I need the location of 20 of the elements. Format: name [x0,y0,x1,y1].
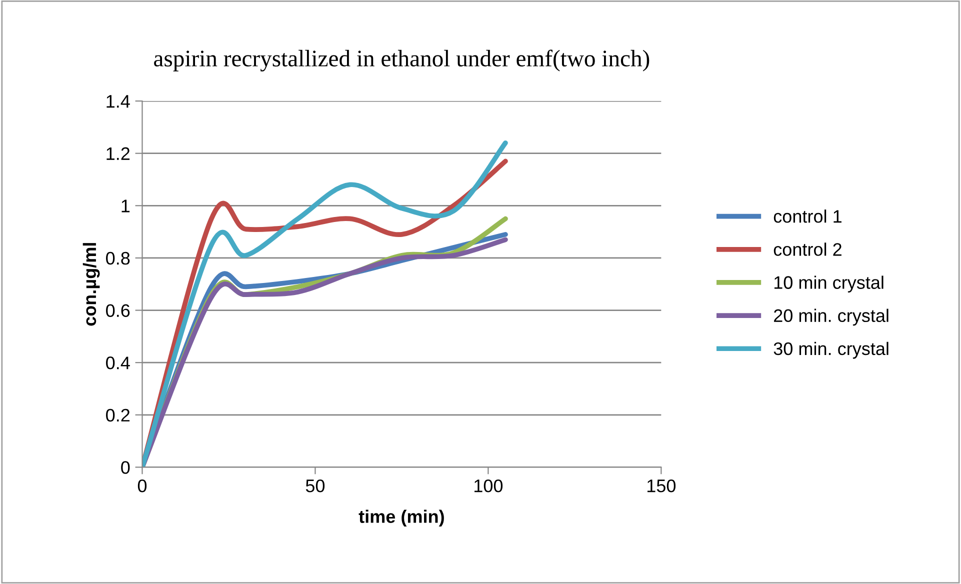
y-tick-label: 0.2 [106,408,130,422]
legend-label: 20 min. crystal [774,308,888,326]
x-tick-label: 50 [306,479,325,492]
y-tick-label: 1 [122,200,130,212]
y-tick-label: 0.6 [106,304,130,317]
x-axis-title: time (min) [358,510,444,527]
y-tick-label: 0.8 [106,252,130,265]
x-tick-label: 100 [474,479,503,492]
y-tick-label: 0 [121,461,130,474]
legend-label: control 1 [774,210,842,223]
legend-label: 10 min crystal [774,276,884,293]
x-tick-label: 150 [647,479,676,492]
y-tick-label: 1.2 [106,147,130,160]
legend-label: 30 min. crystal [774,342,888,359]
y-axis-title: con.µg/ml [82,243,100,326]
y-tick-label: 1.4 [106,95,130,108]
x-tick-label: 0 [138,479,147,492]
legend-label: control 2 [774,242,842,256]
chart-title: aspirin recrystallized in ethanol under emf(two inch) [154,50,650,72]
y-tick-label: 0.4 [106,356,130,370]
